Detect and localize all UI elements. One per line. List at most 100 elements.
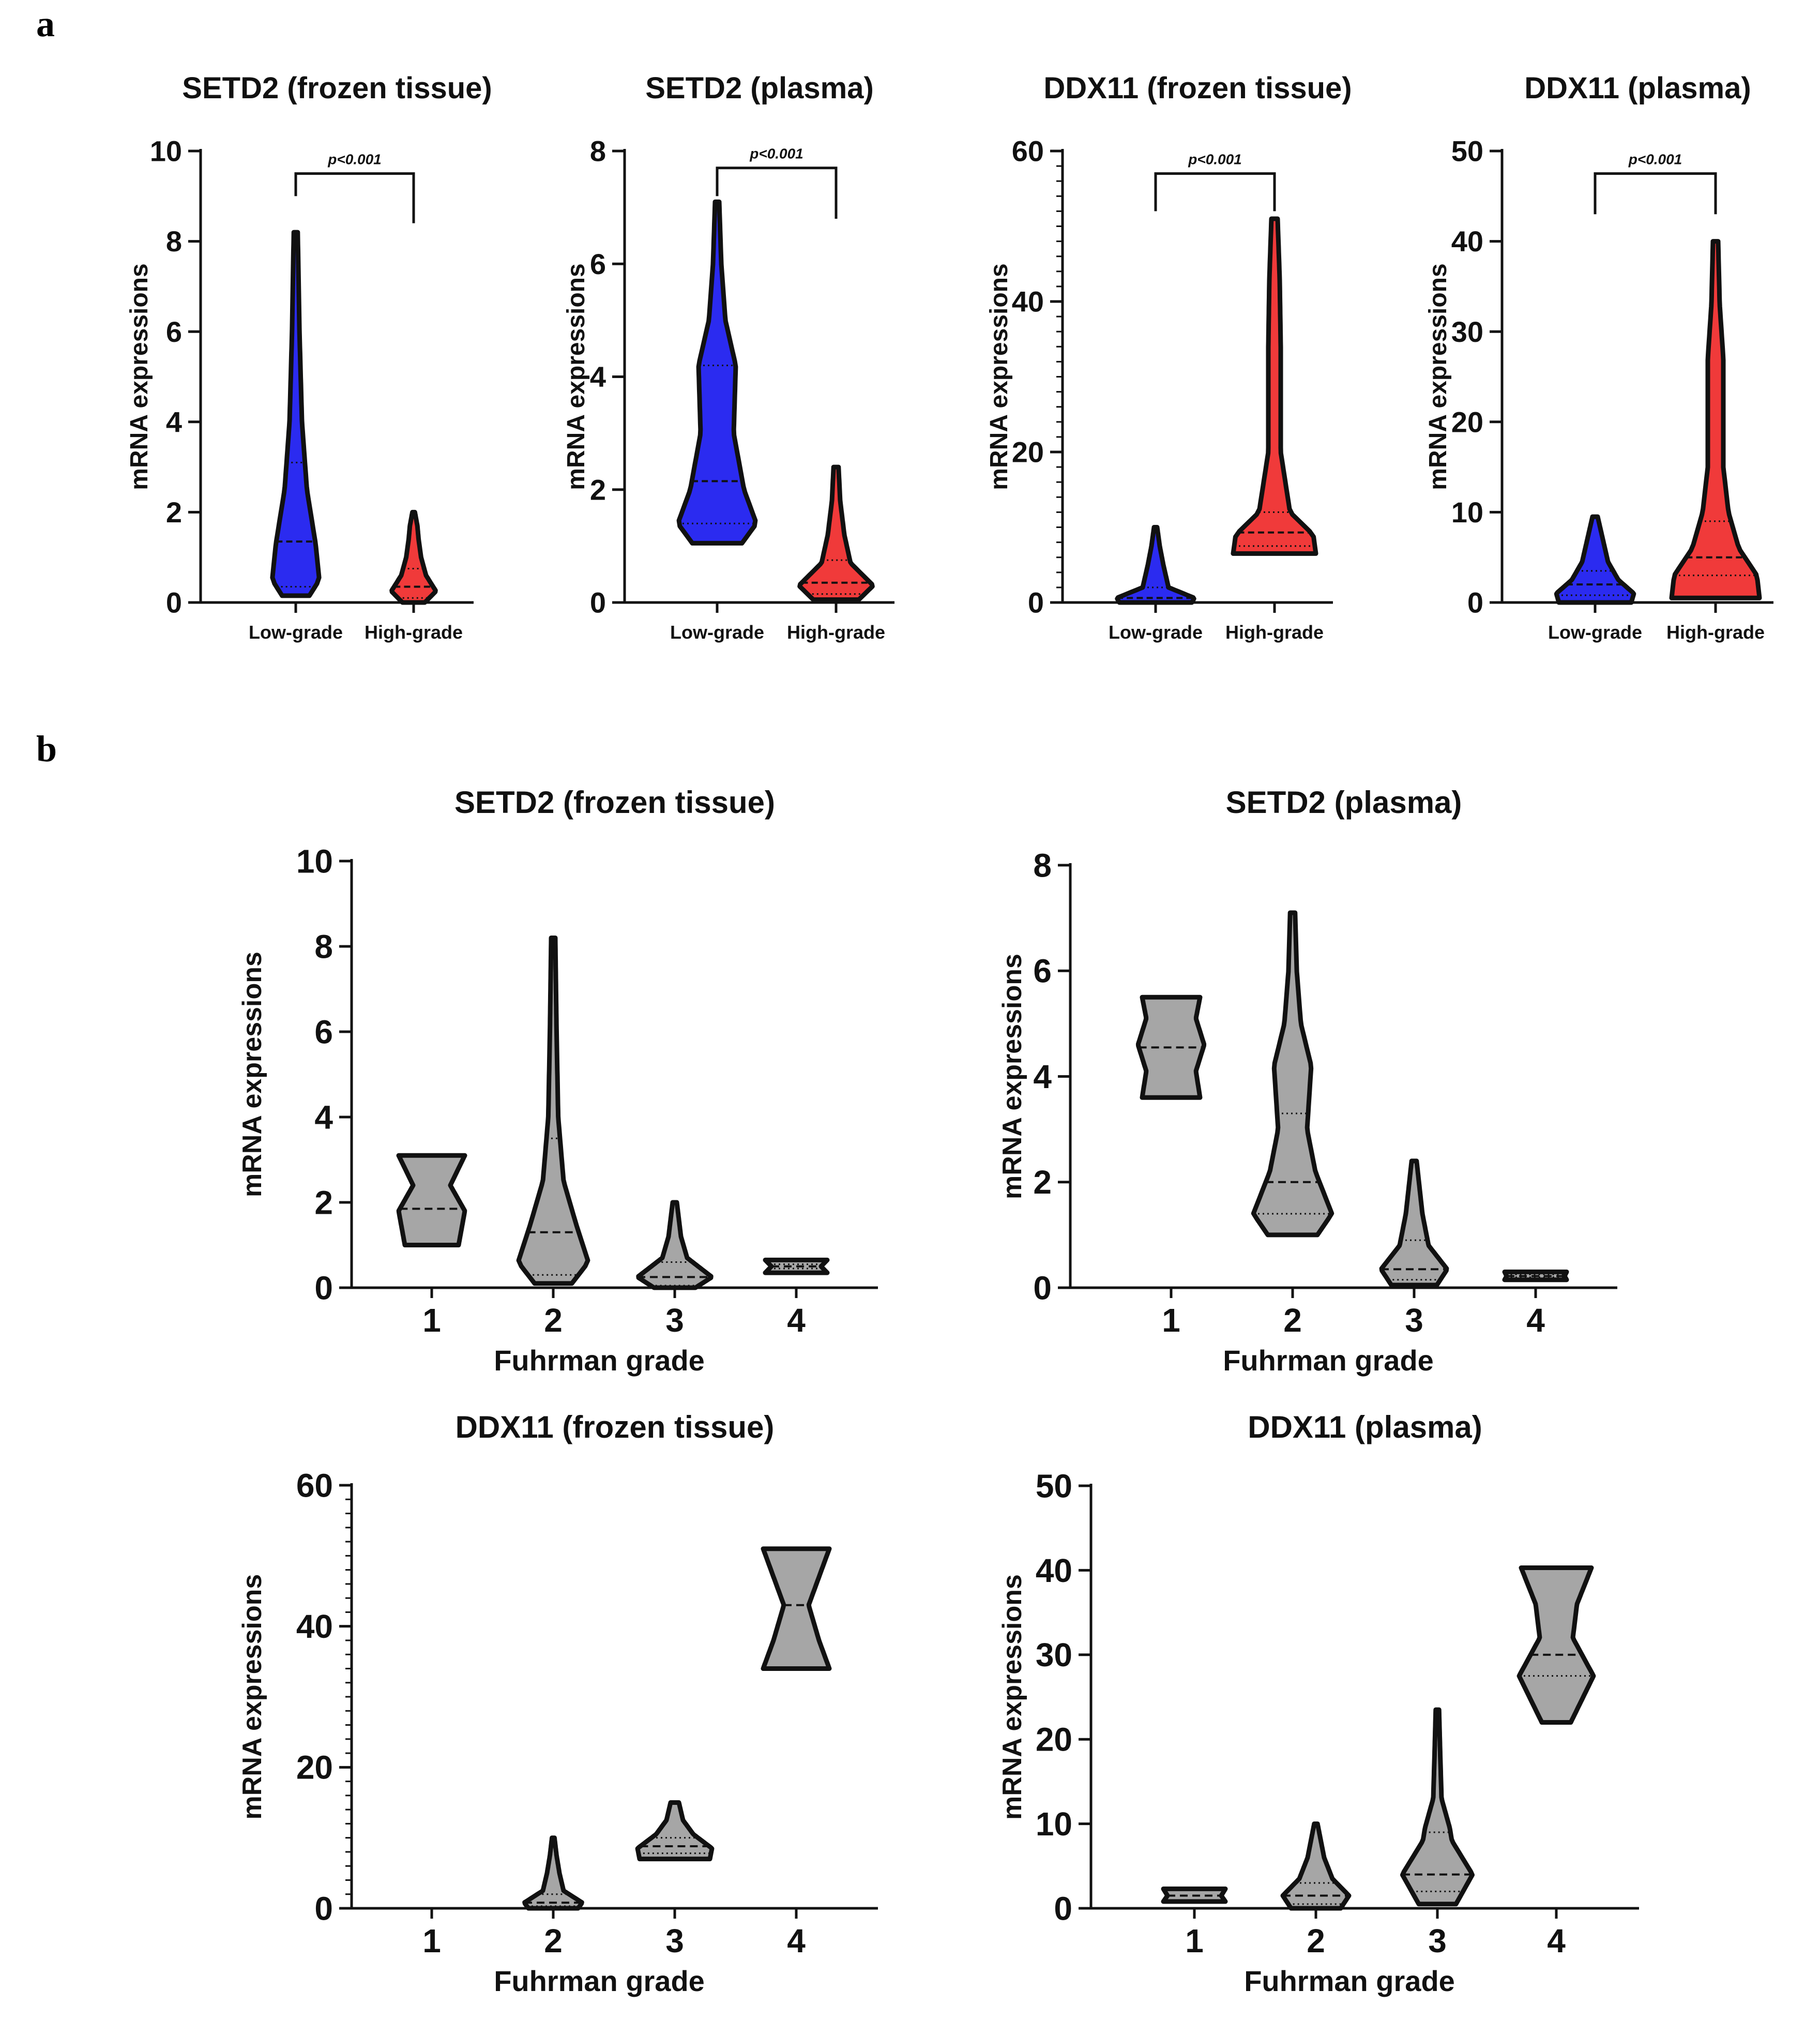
x-axis-label: Fuhrman grade <box>1223 1344 1434 1377</box>
y-axis-label: mRNA expressions <box>997 954 1027 1199</box>
x-tick-label: 3 <box>1405 1302 1423 1339</box>
violin-2 <box>516 936 590 1286</box>
y-tick-label: 10 <box>1451 496 1483 529</box>
y-tick-label: 2 <box>314 1184 333 1221</box>
y-tick-label: 20 <box>1012 436 1044 469</box>
violin-4 <box>1516 1565 1596 1725</box>
y-tick-label: 2 <box>590 473 606 506</box>
y-tick-label: 6 <box>590 248 606 280</box>
y-tick-label: 60 <box>1012 135 1044 168</box>
violin-2 <box>522 1835 584 1911</box>
p-value-label: p<0.001 <box>749 146 803 162</box>
y-tick-label: 8 <box>314 928 333 965</box>
x-tick-label: 2 <box>544 1302 563 1339</box>
y-tick-label: 0 <box>590 586 606 619</box>
y-tick-label: 6 <box>1033 953 1052 990</box>
violin-1 <box>396 1153 467 1247</box>
violin-high-grade <box>797 464 875 602</box>
y-axis-label: mRNA expressions <box>997 1574 1027 1820</box>
y-tick-label: 6 <box>314 1013 333 1050</box>
x-tick-label: 1 <box>1162 1302 1180 1339</box>
chart-a4: DDX11 (plasma) mRNA expressions 0 10 20 30 40 5… <box>1424 71 1773 643</box>
y-tick-label: 0 <box>1467 586 1483 619</box>
violin-3 <box>636 1200 714 1290</box>
y-tick-label: 8 <box>590 135 606 168</box>
p-value-label: p<0.001 <box>1628 152 1682 168</box>
y-tick-label: 2 <box>1033 1164 1052 1201</box>
significance-bracket <box>1594 172 1717 215</box>
violin-low-grade <box>676 199 758 546</box>
violin-high-grade <box>389 509 438 605</box>
x-axis-label: Fuhrman grade <box>1244 1965 1455 1997</box>
x-tick-label: Low-grade <box>1548 622 1642 643</box>
x-tick-label: 4 <box>787 1922 806 1959</box>
chart-a1: SETD2 (frozen tissue) mRNA expressions 0 2 4… <box>126 71 492 643</box>
y-tick-label: 6 <box>166 315 182 348</box>
y-axis-label: mRNA expressions <box>985 263 1013 490</box>
p-value-label: p<0.001 <box>327 152 382 168</box>
chart-title: SETD2 (frozen tissue) <box>454 785 775 820</box>
y-tick-label: 20 <box>1036 1721 1072 1758</box>
y-tick-label: 4 <box>590 360 606 393</box>
y-tick-label: 50 <box>1451 135 1483 168</box>
y-tick-label: 0 <box>314 1890 333 1927</box>
x-tick-label: 1 <box>422 1922 441 1959</box>
x-tick-label: Low-grade <box>1109 622 1203 643</box>
chart-title: SETD2 (frozen tissue) <box>182 71 492 105</box>
x-tick-label: 4 <box>1526 1302 1545 1339</box>
significance-bracket <box>1154 172 1276 212</box>
significance-bracket <box>716 167 838 219</box>
y-axis-label: mRNA expressions <box>1424 263 1452 490</box>
y-tick-label: 0 <box>314 1269 333 1306</box>
chart-b1: SETD2 (frozen tissue) mRNA expressions 0 2 4… <box>237 785 878 1377</box>
x-tick-label: High-grade <box>1225 622 1324 643</box>
y-tick-label: 8 <box>1033 847 1052 884</box>
y-axis-label: mRNA expressions <box>126 263 153 490</box>
y-tick-label: 10 <box>1036 1805 1072 1843</box>
x-tick-label: 4 <box>1547 1922 1566 1959</box>
charts-layer: SETD2 (frozen tissue) mRNA expressions 0 2 4… <box>126 71 1773 1997</box>
y-axis-label: mRNA expressions <box>563 263 590 490</box>
x-tick-label: High-grade <box>365 622 463 643</box>
y-tick-label: 4 <box>166 405 182 438</box>
y-tick-label: 30 <box>1451 315 1483 348</box>
significance-bracket <box>294 172 415 223</box>
violin-2 <box>1251 910 1334 1238</box>
p-value-label: p<0.001 <box>1188 152 1242 168</box>
x-tick-label: 3 <box>665 1922 684 1959</box>
y-tick-label: 4 <box>1033 1058 1052 1095</box>
y-tick-label: 60 <box>296 1467 333 1504</box>
x-tick-label: High-grade <box>787 622 885 643</box>
chart-title: SETD2 (plasma) <box>1226 785 1462 820</box>
chart-b2: SETD2 (plasma) mRNA expressions 0 2 4 6 8 1 2 3 4 F… <box>997 785 1617 1377</box>
y-tick-label: 40 <box>296 1608 333 1645</box>
y-tick-label: 0 <box>166 586 182 619</box>
violin-low-grade <box>1115 525 1196 605</box>
y-tick-label: 20 <box>1451 405 1483 438</box>
x-tick-label: 1 <box>422 1302 441 1339</box>
chart-a2: SETD2 (plasma) mRNA expressions 0 2 4 6 8 Low-g… <box>563 71 894 643</box>
panel-label-a: a <box>36 3 55 44</box>
y-axis-label: mRNA expressions <box>237 1574 267 1820</box>
y-tick-label: 2 <box>166 496 182 529</box>
y-tick-label: 0 <box>1033 1269 1052 1306</box>
violin-2 <box>1280 1821 1352 1911</box>
chart-title: DDX11 (plasma) <box>1248 1410 1482 1444</box>
y-tick-label: 20 <box>296 1749 333 1786</box>
violin-high-grade <box>1669 239 1762 600</box>
panel-label-b: b <box>36 728 57 770</box>
violin-4 <box>761 1546 832 1671</box>
violin-high-grade <box>1231 216 1318 556</box>
x-tick-label: 4 <box>787 1302 806 1339</box>
y-tick-label: 0 <box>1028 586 1044 619</box>
chart-b4: DDX11 (plasma) mRNA expressions 0 10 20 30 40 5… <box>997 1410 1639 1997</box>
chart-a3: DDX11 (frozen tissue) mRNA expressions 0 20… <box>985 71 1352 643</box>
x-tick-label: Low-grade <box>670 622 764 643</box>
y-tick-label: 40 <box>1036 1552 1072 1589</box>
x-tick-label: 3 <box>1428 1922 1447 1959</box>
violin-3 <box>1400 1707 1475 1907</box>
chart-b3: DDX11 (frozen tissue) mRNA expressions 0 20… <box>237 1410 878 1997</box>
violin-low-grade <box>1554 514 1636 605</box>
y-tick-label: 50 <box>1036 1467 1072 1504</box>
y-tick-label: 10 <box>296 842 333 880</box>
